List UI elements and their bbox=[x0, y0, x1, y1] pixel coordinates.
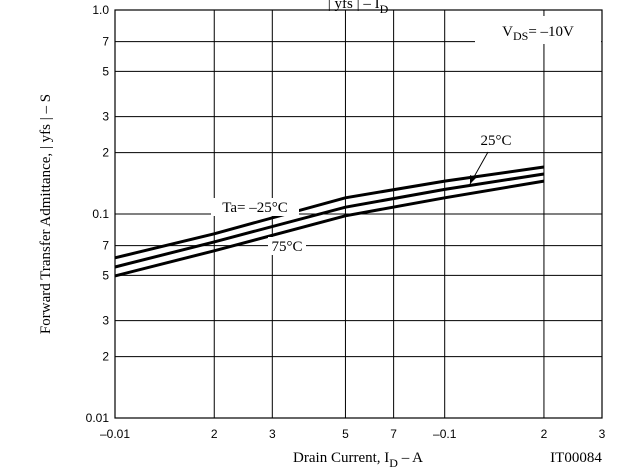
x-tick-label: –0.01 bbox=[100, 427, 130, 441]
curve bbox=[114, 165, 545, 260]
x-label-text: Drain Current, I bbox=[293, 450, 389, 466]
series-label: 75°C bbox=[271, 239, 302, 255]
label-bg bbox=[477, 131, 515, 149]
y-tick-label: 3 bbox=[102, 110, 109, 124]
x-axis-label: Drain Current, ID – A bbox=[293, 450, 423, 470]
title-sub: D bbox=[380, 2, 389, 16]
y-tick-label: 2 bbox=[102, 350, 109, 364]
x-label-sub: D bbox=[389, 456, 398, 470]
y-axis-label: Forward Transfer Admittance, | yfs | – S bbox=[38, 94, 54, 334]
arrow-head bbox=[470, 175, 476, 184]
chart-title: | yfs | – ID bbox=[328, 0, 389, 16]
figure-code: IT00084 bbox=[550, 450, 602, 466]
x-tick-label: 7 bbox=[390, 427, 397, 441]
y-tick-label: 2 bbox=[102, 146, 109, 160]
y-tick-label: 0.01 bbox=[86, 411, 110, 425]
curve bbox=[114, 172, 545, 269]
y-tick-label: 5 bbox=[102, 268, 109, 282]
condition-sub: DS bbox=[513, 29, 528, 43]
series-label: Ta= –25°C bbox=[222, 200, 288, 216]
condition-post: = –10V bbox=[528, 24, 574, 40]
x-tick-label: –0.1 bbox=[433, 427, 457, 441]
y-tick-label: 5 bbox=[102, 64, 109, 78]
series-label: 25°C bbox=[480, 133, 511, 149]
y-tick-label: 7 bbox=[102, 239, 109, 253]
condition-box bbox=[475, 16, 601, 44]
x-tick-label: 2 bbox=[211, 427, 218, 441]
x-tick-label: 3 bbox=[269, 427, 276, 441]
plot-frame bbox=[114, 9, 603, 419]
title-text: | yfs | – I bbox=[328, 0, 380, 12]
label-bg bbox=[268, 237, 306, 255]
curve bbox=[114, 179, 545, 278]
label-bg bbox=[211, 198, 299, 216]
y-tick-label: 0.1 bbox=[92, 207, 109, 221]
x-label-post: – A bbox=[398, 450, 423, 466]
condition-text: V bbox=[502, 24, 513, 40]
y-tick-label: 7 bbox=[102, 35, 109, 49]
y-tick-label: 3 bbox=[102, 314, 109, 328]
x-tick-label: 3 bbox=[599, 427, 606, 441]
y-tick-label: 1.0 bbox=[92, 3, 109, 17]
condition: VDS= –10V bbox=[502, 24, 574, 43]
x-tick-label: 5 bbox=[342, 427, 349, 441]
x-tick-label: 2 bbox=[541, 427, 548, 441]
